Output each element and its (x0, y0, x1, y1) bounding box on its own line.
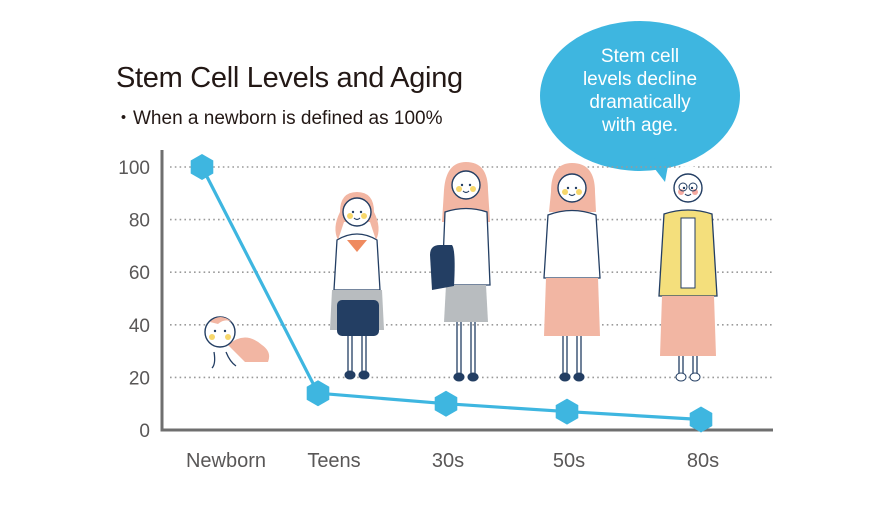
skirt (444, 285, 488, 322)
y-tick-label: 100 (118, 158, 150, 179)
x-category-label: 80s (687, 450, 719, 472)
illustrations (204, 162, 718, 382)
shoe (467, 372, 479, 382)
eye (213, 329, 217, 333)
mouth (462, 190, 470, 194)
callout-line: levels decline (582, 69, 698, 90)
data-point (689, 406, 713, 433)
data-series (190, 154, 713, 433)
eye (351, 210, 355, 214)
speech-bubble (540, 21, 740, 182)
x-category-label: Newborn (186, 450, 266, 472)
cheek (456, 186, 462, 192)
callout-text: Stem cell levels decline dramatically wi… (560, 45, 720, 137)
fifties-woman-illustration (543, 163, 601, 382)
teen-illustration (330, 192, 384, 380)
baby-body (228, 337, 270, 362)
baby-arms (211, 351, 237, 369)
face (673, 173, 703, 203)
school-bag (337, 300, 379, 336)
y-tick-labels: 0 20 40 60 80 100 (118, 158, 150, 442)
cheek (361, 213, 367, 219)
shoe (573, 372, 585, 382)
x-category-label: 30s (432, 450, 464, 472)
data-point (434, 390, 458, 417)
eye (690, 186, 694, 190)
cheek (225, 334, 231, 340)
eye (223, 329, 227, 333)
shoulder-bag (430, 245, 455, 290)
y-tick-label: 60 (129, 263, 150, 284)
data-point (555, 398, 579, 425)
callout-line: with age. (601, 115, 679, 136)
face (557, 173, 587, 203)
shoe (559, 372, 571, 382)
mouth (568, 193, 576, 197)
mouth (684, 193, 692, 197)
x-category-label: 50s (553, 450, 585, 472)
skirt (660, 296, 716, 356)
face (451, 170, 481, 200)
skirt (544, 278, 600, 336)
chart-title: Stem Cell Levels and Aging (116, 62, 463, 94)
cheek (562, 189, 568, 195)
cheek (209, 334, 215, 340)
baby-illustration (204, 316, 270, 369)
shoe (344, 370, 356, 380)
data-point (190, 154, 214, 180)
face (342, 197, 372, 227)
shoe (358, 370, 370, 380)
data-point (306, 380, 330, 407)
torso (333, 233, 381, 291)
cheek (347, 213, 353, 219)
eye (359, 210, 363, 214)
eye (566, 186, 570, 190)
x-category-label: Teens (307, 450, 360, 472)
shoe (453, 372, 465, 382)
callout-line: Stem cell (600, 46, 680, 67)
torso (543, 209, 601, 279)
baby-hair (210, 317, 232, 324)
eye (574, 186, 578, 190)
glasses (678, 182, 688, 192)
y-tick-label: 20 (129, 368, 150, 389)
cheek (576, 189, 582, 195)
callout-line: dramatically (589, 92, 691, 113)
shoe (675, 372, 687, 382)
cheek (470, 186, 476, 192)
y-tick-label: 40 (129, 316, 150, 337)
eye (468, 183, 472, 187)
axes (160, 150, 773, 432)
eye (460, 183, 464, 187)
glasses (688, 182, 698, 192)
scarf (347, 240, 367, 252)
blouse (680, 217, 696, 289)
y-tick-label: 0 (139, 421, 150, 442)
eye (682, 186, 686, 190)
y-tick-label: 80 (129, 211, 150, 232)
shoe (689, 372, 701, 382)
x-category-labels: Newborn Teens 30s 50s 80s (186, 450, 719, 472)
mouth (353, 217, 361, 221)
chart-subtitle: ・When a newborn is defined as 100% (114, 108, 443, 129)
